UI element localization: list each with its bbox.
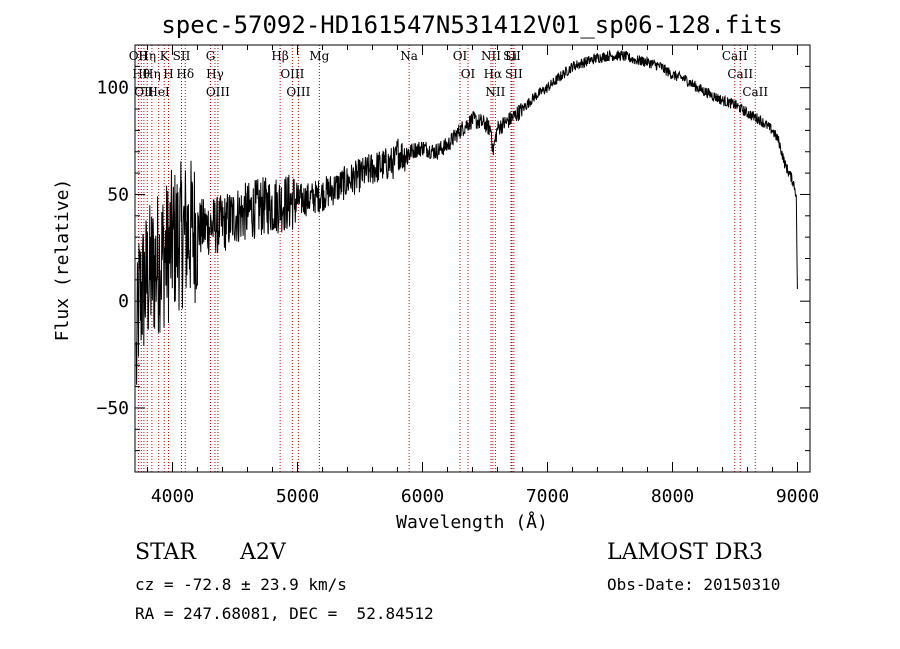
object-subclass: A2V	[240, 540, 286, 565]
spectral-line-label: OIII	[206, 85, 230, 99]
spectral-line-label: SII	[173, 49, 191, 63]
spectral-line-label: OIII	[286, 85, 310, 99]
spectral-line-label: CaII	[727, 67, 753, 81]
spectral-line-label: OI	[461, 67, 476, 81]
x-axis: 4000 5000 6000 7000 8000 9000	[147, 45, 819, 507]
spectral-line-label: Li	[505, 49, 517, 63]
y-tick-label: 0	[118, 291, 129, 312]
redshift-velocity: cz = -72.8 ± 23.9 km/s	[135, 575, 347, 594]
spectrum-line	[135, 49, 798, 385]
x-tick-label: 8000	[651, 486, 694, 507]
spectrum-series	[135, 49, 798, 385]
x-tick-label: 9000	[776, 486, 819, 507]
spectral-line-label: SII	[505, 67, 523, 81]
spectral-line-label: CaII	[742, 85, 768, 99]
spectral-line-label: NII	[481, 49, 501, 63]
spectral-line-label: OIII	[280, 67, 304, 81]
spectral-line-label: K	[160, 49, 170, 63]
spectral-line-label: Na	[400, 49, 418, 63]
plot-frame	[134, 44, 811, 473]
spectral-line-label: H	[163, 67, 173, 81]
spectral-line-label: G	[206, 49, 216, 63]
survey-name: LAMOST DR3	[607, 540, 763, 565]
spectral-line-label: OII	[134, 85, 154, 99]
spectral-line-label: Hη	[138, 49, 156, 63]
observation-date: Obs-Date: 20150310	[607, 575, 781, 594]
spectral-line-label: Hθ	[132, 67, 150, 81]
coordinates: RA = 247.68081, DEC = 52.84512	[135, 604, 434, 623]
spectral-line-label: Hγ	[206, 67, 224, 81]
spectral-line-label: SII	[503, 49, 521, 63]
y-tick-label: 50	[107, 184, 129, 205]
y-tick-label: −50	[96, 398, 129, 419]
spectral-line-label: Hη	[143, 67, 161, 81]
x-axis-label: Wavelength (Å)	[396, 511, 548, 533]
spectral-line-labels: OIIHθOIIHηHηHeIKHSIIHδGHγOIIIHβOIIIOIIIM…	[129, 49, 769, 99]
spectral-line-label: OI	[453, 49, 468, 63]
x-tick-label: 5000	[276, 486, 319, 507]
x-tick-label: 6000	[401, 486, 444, 507]
y-axis: −50 0 50 100	[96, 44, 810, 452]
object-type: STAR	[135, 540, 196, 565]
spectral-line-label: Hβ	[271, 49, 288, 63]
spectral-line-label: CaII	[722, 49, 748, 63]
spectral-line-label: NII	[485, 85, 505, 99]
spectral-line-label: Hα	[484, 67, 503, 81]
spectral-line-label: Mg	[309, 49, 329, 63]
spectral-line-label: HeI	[147, 85, 170, 99]
x-tick-label: 4000	[151, 486, 194, 507]
y-tick-label: 100	[96, 78, 129, 99]
spectral-line-markers	[137, 45, 756, 472]
x-tick-label: 7000	[526, 486, 569, 507]
y-axis-label: Flux (relative)	[52, 179, 73, 342]
chart-title: spec-57092-HD161547N531412V01_sp06-128.f…	[161, 11, 782, 39]
spectral-line-label: Hδ	[176, 67, 194, 81]
spectral-line-label: OII	[129, 49, 149, 63]
